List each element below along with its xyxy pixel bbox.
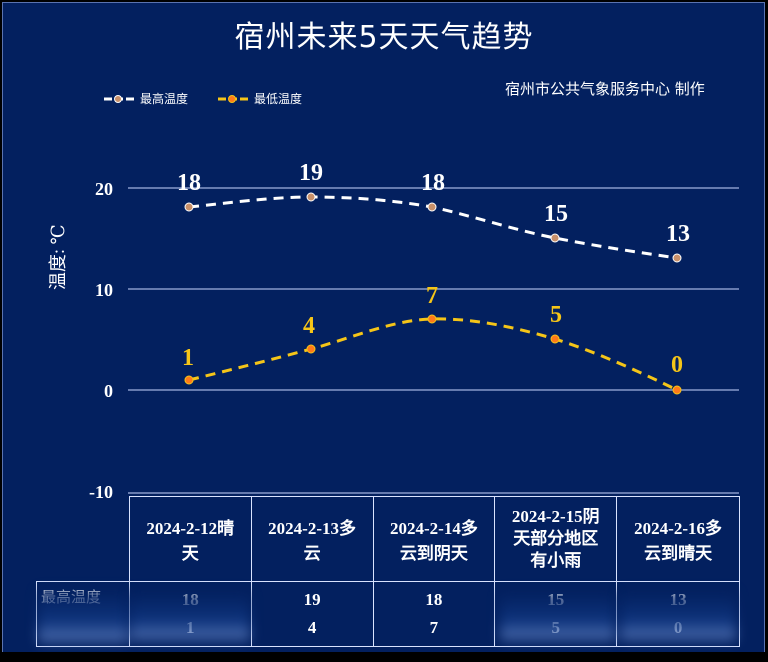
high-line-marker-icon [104, 94, 134, 103]
gridlines [128, 187, 739, 494]
header-cell-day1: 2024-2-12晴天 [128, 496, 252, 582]
obscured-overlay-day5 [620, 592, 736, 640]
low-line-marker-icon [218, 94, 248, 103]
svg-text:10: 10 [95, 280, 113, 300]
high-temp-labels: 18 19 18 15 13 [177, 160, 690, 247]
legend-label-high: 最高温度 [140, 92, 189, 106]
value-cell-day3: 18 7 [372, 581, 496, 647]
svg-text:1: 1 [182, 345, 194, 371]
svg-text:20: 20 [95, 179, 113, 199]
header-cell-day5: 2024-2-16多 云到晴天 [616, 496, 740, 582]
svg-text:19: 19 [299, 160, 323, 186]
table-header-row: 2024-2-12晴天 2024-2-13多云 2024-2-14多 云到阴天 2… [37, 496, 740, 582]
high-temp-markers [184, 192, 682, 263]
low-temp-line [188, 317, 678, 392]
svg-text:15: 15 [544, 201, 568, 227]
header-cell-day4: 2024-2-15阴 天部分地区 有小雨 [494, 496, 618, 582]
svg-text:7: 7 [426, 283, 438, 309]
svg-text:5: 5 [550, 302, 562, 328]
legend-item-low: 最低温度 [216, 90, 302, 107]
header-cell-day3: 2024-2-14多 云到阴天 [372, 496, 496, 582]
bottom-border [0, 652, 768, 662]
svg-text:0: 0 [671, 352, 683, 378]
legend-item-high: 最高温度 [102, 90, 188, 107]
obscured-overlay-day4 [500, 592, 615, 640]
chart-title: 宿州未来5天天气趋势 [234, 20, 534, 55]
value-cell-day2: 19 4 [250, 581, 374, 647]
svg-text:0: 0 [104, 381, 113, 401]
svg-text:18: 18 [421, 170, 445, 196]
legend-label-low: 最低温度 [254, 92, 303, 106]
header-cell-day2: 2024-2-13多云 [250, 496, 374, 582]
credit-text: 宿州市公共气象服务中心 制作 [505, 80, 705, 98]
svg-text:13: 13 [666, 221, 690, 247]
y-ticks: 20 10 0 -10 [89, 179, 113, 502]
low-temp-labels: 1 4 7 5 0 [182, 283, 683, 378]
obscured-overlay-day1 [130, 592, 250, 640]
svg-text:18: 18 [177, 170, 201, 196]
obscured-overlay-left [38, 590, 128, 642]
svg-text:-10: -10 [89, 482, 113, 502]
low-temp-markers [184, 314, 682, 395]
svg-text:4: 4 [303, 313, 315, 339]
